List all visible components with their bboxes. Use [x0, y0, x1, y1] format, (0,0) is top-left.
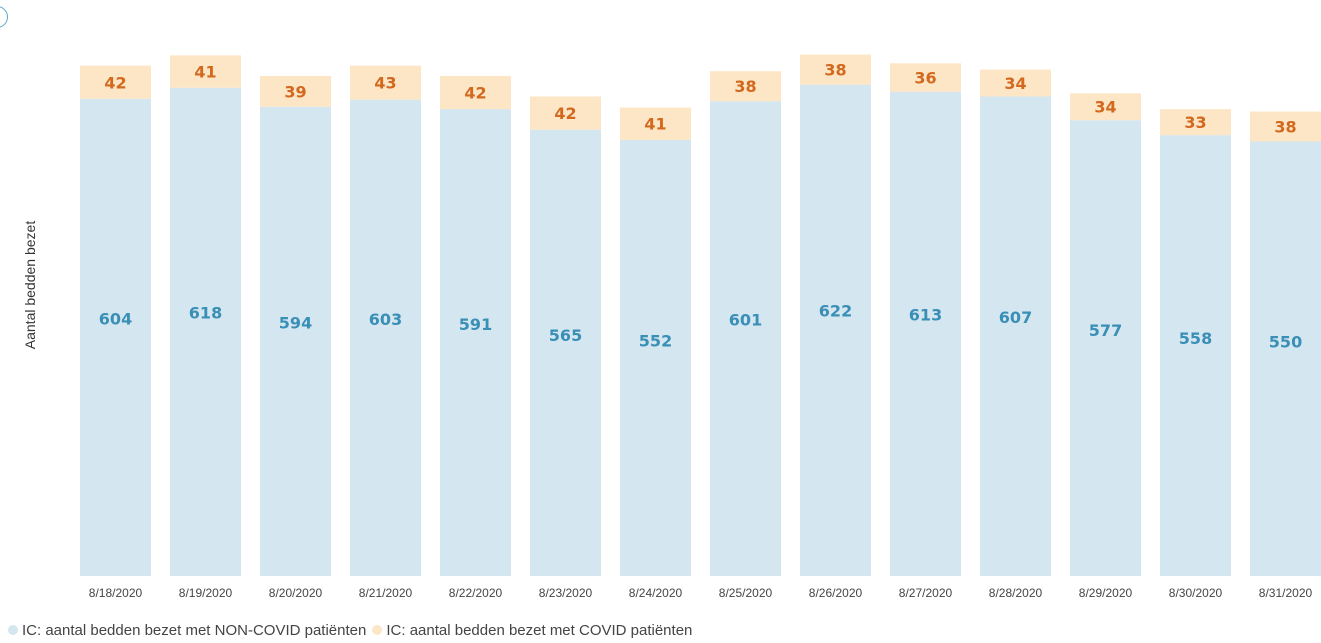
data-label-covid-8/25/2020: 38: [734, 77, 756, 96]
bar-covid-8/30/2020[interactable]: [1160, 109, 1231, 136]
bar-covid-8/27/2020[interactable]: [890, 63, 961, 92]
bar-non-covid-8/28/2020[interactable]: [980, 96, 1051, 576]
data-label-covid-8/27/2020: 36: [914, 69, 936, 88]
x-tick-label-8/30/2020: 8/30/2020: [1169, 586, 1223, 600]
legend-swatch-covid-icon: [372, 625, 383, 635]
x-tick-label-8/28/2020: 8/28/2020: [989, 586, 1043, 600]
bar-non-covid-8/26/2020[interactable]: [800, 84, 871, 577]
bar-non-covid-8/24/2020[interactable]: [620, 139, 691, 577]
data-label-covid-8/30/2020: 33: [1184, 113, 1206, 132]
bar-covid-8/19/2020[interactable]: [170, 55, 241, 88]
data-label-non-covid-8/31/2020: 550: [1269, 332, 1302, 351]
bar-covid-8/28/2020[interactable]: [980, 69, 1051, 97]
legend-label-covid: IC: aantal bedden bezet met COVID patiën…: [386, 621, 693, 639]
data-label-covid-8/28/2020: 34: [1004, 74, 1026, 93]
x-tick-label-8/19/2020: 8/19/2020: [179, 586, 233, 600]
bar-non-covid-8/25/2020[interactable]: [710, 101, 781, 577]
data-label-non-covid-8/22/2020: 591: [459, 315, 492, 334]
bar-covid-8/24/2020[interactable]: [620, 107, 691, 140]
data-label-non-covid-8/28/2020: 607: [999, 308, 1032, 327]
x-tick-label-8/29/2020: 8/29/2020: [1079, 586, 1133, 600]
bar-non-covid-8/30/2020[interactable]: [1160, 135, 1231, 576]
data-label-non-covid-8/27/2020: 613: [909, 305, 942, 324]
data-label-covid-8/24/2020: 41: [644, 115, 666, 134]
y-axis-label: Aantal bedden bezet: [22, 220, 39, 350]
bar-non-covid-8/18/2020[interactable]: [80, 98, 151, 576]
bar-non-covid-8/19/2020[interactable]: [170, 87, 241, 576]
data-label-non-covid-8/24/2020: 552: [639, 332, 672, 351]
bar-covid-8/22/2020[interactable]: [440, 75, 511, 110]
data-label-covid-8/26/2020: 38: [824, 61, 846, 80]
x-tick-label-8/26/2020: 8/26/2020: [809, 586, 863, 600]
legend-label-non-covid: IC: aantal bedden bezet met NON-COVID pa…: [22, 621, 367, 639]
data-label-non-covid-8/20/2020: 594: [279, 314, 312, 333]
bar-covid-8/25/2020[interactable]: [710, 71, 781, 102]
x-tick-label-8/24/2020: 8/24/2020: [629, 586, 683, 600]
data-label-covid-8/22/2020: 42: [464, 84, 486, 103]
legend-item-covid[interactable]: IC: aantal bedden bezet met COVID patiën…: [372, 622, 692, 639]
x-tick-label-8/31/2020: 8/31/2020: [1259, 586, 1313, 600]
x-tick-label-8/18/2020: 8/18/2020: [89, 586, 143, 600]
legend-swatch-non-covid-icon: [8, 625, 18, 635]
bar-covid-8/21/2020[interactable]: [350, 65, 421, 100]
data-label-covid-8/19/2020: 41: [194, 63, 216, 82]
x-tick-label-8/20/2020: 8/20/2020: [269, 586, 323, 600]
bar-non-covid-8/22/2020[interactable]: [440, 109, 511, 577]
legend[interactable]: IC: aantal bedden bezet met NON-COVID pa…: [8, 620, 698, 640]
data-label-covid-8/29/2020: 34: [1094, 98, 1116, 117]
bar-covid-8/23/2020[interactable]: [530, 96, 601, 130]
y-axis-label-container: Aantal bedden bezet: [10, 175, 50, 395]
data-label-covid-8/23/2020: 42: [554, 104, 576, 123]
x-tick-label-8/23/2020: 8/23/2020: [539, 586, 593, 600]
bar-covid-8/18/2020[interactable]: [80, 65, 151, 99]
data-label-non-covid-8/30/2020: 558: [1179, 329, 1212, 348]
bar-non-covid-8/20/2020[interactable]: [260, 106, 331, 577]
data-label-non-covid-8/19/2020: 618: [189, 303, 222, 322]
bar-non-covid-8/31/2020[interactable]: [1250, 141, 1321, 577]
bar-non-covid-8/21/2020[interactable]: [350, 99, 421, 576]
bar-non-covid-8/29/2020[interactable]: [1070, 120, 1141, 577]
data-label-covid-8/20/2020: 39: [284, 82, 306, 101]
data-label-non-covid-8/29/2020: 577: [1089, 321, 1122, 340]
data-label-non-covid-8/21/2020: 603: [369, 310, 402, 329]
bar-covid-8/20/2020[interactable]: [260, 75, 331, 107]
data-label-non-covid-8/23/2020: 565: [549, 326, 582, 345]
bar-non-covid-8/27/2020[interactable]: [890, 91, 961, 576]
stacked-bar-chart: 604 42 8/18/2020 618 41 8/19/2020 594 39 8/20/20…: [80, 54, 1321, 600]
x-tick-label-8/25/2020: 8/25/2020: [719, 586, 773, 600]
bar-covid-8/29/2020[interactable]: [1070, 93, 1141, 121]
bar-non-covid-8/23/2020[interactable]: [530, 129, 601, 576]
x-tick-label-8/27/2020: 8/27/2020: [899, 586, 953, 600]
x-tick-label-8/22/2020: 8/22/2020: [449, 586, 503, 600]
legend-item-non-covid[interactable]: IC: aantal bedden bezet met NON-COVID pa…: [8, 622, 366, 639]
x-tick-label-8/21/2020: 8/21/2020: [359, 586, 413, 600]
bar-covid-8/26/2020[interactable]: [800, 54, 871, 85]
data-label-covid-8/31/2020: 38: [1274, 117, 1296, 136]
data-label-non-covid-8/26/2020: 622: [819, 302, 852, 321]
data-label-covid-8/18/2020: 42: [104, 73, 126, 92]
bar-covid-8/31/2020[interactable]: [1250, 111, 1321, 142]
data-label-non-covid-8/18/2020: 604: [99, 309, 132, 328]
data-label-covid-8/21/2020: 43: [374, 74, 396, 93]
data-label-non-covid-8/25/2020: 601: [729, 311, 762, 330]
